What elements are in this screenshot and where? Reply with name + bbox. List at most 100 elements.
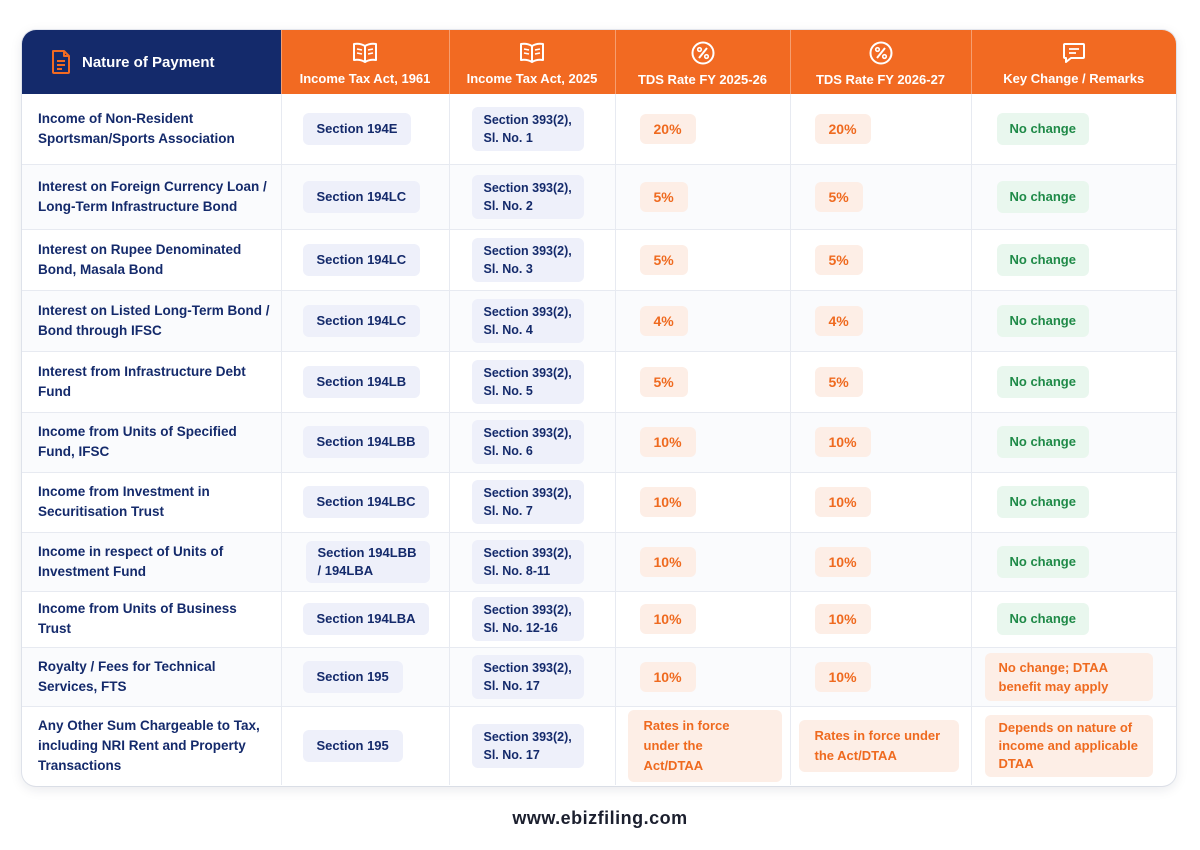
- old-section-badge: Section 194LBC: [302, 486, 430, 518]
- remarks-cell: No change: [971, 591, 1176, 648]
- rate-badge: 20%: [639, 113, 696, 144]
- remarks-cell: No change: [971, 290, 1176, 352]
- remarks-cell: No change: [971, 164, 1176, 230]
- old-section-cell: Section 194LC: [281, 290, 450, 352]
- rate-badge: 5%: [814, 366, 863, 397]
- remark-badge: No change: [996, 112, 1089, 145]
- remarks-cell: No change: [971, 94, 1176, 165]
- remark-badge: No change: [996, 426, 1089, 458]
- remark-badge: No change: [996, 180, 1089, 213]
- rate-2025-26-cell: Rates in force under the Act/DTAA: [615, 706, 791, 785]
- old-section-cell: Section 194LBC: [281, 472, 450, 533]
- rate-2025-26-cell: 4%: [615, 290, 791, 352]
- old-section-cell: Section 194LB: [281, 351, 450, 413]
- table-header-row: Nature of Payment Income Tax Act: [22, 30, 1176, 94]
- new-section-badge: Section 393(2), Sl. No. 6: [471, 420, 584, 464]
- old-section-badge: Section 194LC: [302, 243, 421, 276]
- old-section-cell: Section 195: [281, 647, 450, 707]
- remark-badge: No change: [996, 486, 1089, 518]
- header-income-tax-act-1961: Income Tax Act, 1961: [281, 30, 450, 94]
- tds-comparison-table: Nature of Payment Income Tax Act: [22, 30, 1176, 785]
- table-row: Income from Units of Specified Fund, IFS…: [22, 412, 1176, 473]
- rate-badge: 10%: [814, 546, 871, 577]
- header-tds-rate-fy-2026-27: TDS Rate FY 2026-27: [790, 30, 972, 94]
- old-section-badge: Section 194LB: [302, 365, 421, 398]
- header-label: TDS Rate FY 2026-27: [815, 72, 946, 87]
- rate-badge: 5%: [639, 244, 688, 275]
- header-tds-rate-fy-2025-26: TDS Rate FY 2025-26: [615, 30, 791, 94]
- rate-2025-26-cell: 5%: [615, 229, 791, 291]
- new-section-badge: Section 393(2), Sl. No. 5: [471, 359, 584, 404]
- new-section-cell: Section 393(2), Sl. No. 4: [449, 290, 616, 352]
- rate-badge: Rates in force under the Act/DTAA: [627, 709, 782, 782]
- rate-2026-27-cell: 10%: [790, 647, 972, 707]
- remark-badge: No change; DTAA benefit may apply: [984, 652, 1153, 701]
- nature-of-payment-cell: Income from Investment in Securitisation…: [22, 472, 282, 533]
- rate-badge: 10%: [639, 546, 696, 577]
- table-row: Any Other Sum Chargeable to Tax, includi…: [22, 706, 1176, 785]
- remark-badge: No change: [996, 304, 1089, 337]
- old-section-cell: Section 194LC: [281, 229, 450, 291]
- table-row: Income from Investment in Securitisation…: [22, 472, 1176, 533]
- remarks-cell: No change: [971, 229, 1176, 291]
- old-section-cell: Section 194E: [281, 94, 450, 165]
- nature-of-payment-cell: Any Other Sum Chargeable to Tax, includi…: [22, 706, 282, 785]
- rate-2025-26-cell: 10%: [615, 412, 791, 473]
- new-section-cell: Section 393(2), Sl. No. 2: [449, 164, 616, 230]
- rate-2026-27-cell: 5%: [790, 351, 972, 413]
- remarks-cell: Depends on nature of income and applicab…: [971, 706, 1176, 785]
- new-section-cell: Section 393(2), Sl. No. 17: [449, 647, 616, 707]
- nature-of-payment-cell: Interest on Listed Long-Term Bond / Bond…: [22, 290, 282, 352]
- nature-of-payment-cell: Interest on Foreign Currency Loan / Long…: [22, 164, 282, 230]
- rate-badge: 5%: [814, 244, 863, 275]
- table-row: Income from Units of Business Trust Sect…: [22, 591, 1176, 648]
- rate-2025-26-cell: 5%: [615, 164, 791, 230]
- header-nature-of-payment: Nature of Payment: [22, 30, 282, 94]
- old-section-badge: Section 195: [302, 729, 403, 762]
- new-section-badge: Section 393(2), Sl. No. 17: [471, 654, 584, 699]
- old-section-badge: Section 194LC: [302, 304, 421, 337]
- nature-of-payment-cell: Interest on Rupee Denominated Bond, Masa…: [22, 229, 282, 291]
- new-section-badge: Section 393(2), Sl. No. 7: [471, 480, 584, 524]
- new-section-cell: Section 393(2), Sl. No. 1: [449, 94, 616, 165]
- header-key-change-remarks: Key Change / Remarks: [971, 30, 1176, 94]
- new-section-badge: Section 393(2), Sl. No. 17: [471, 723, 584, 768]
- rate-2026-27-cell: 20%: [790, 94, 972, 165]
- rate-2026-27-cell: 10%: [790, 532, 972, 592]
- old-section-badge: Section 194LC: [302, 180, 421, 213]
- rate-badge: 5%: [639, 181, 688, 212]
- new-section-badge: Section 393(2), Sl. No. 1: [471, 106, 584, 151]
- header-income-tax-act-2025: Income Tax Act, 2025: [449, 30, 616, 94]
- remarks-cell: No change: [971, 412, 1176, 473]
- rate-2025-26-cell: 10%: [615, 472, 791, 533]
- document-icon: [52, 50, 70, 74]
- new-section-cell: Section 393(2), Sl. No. 6: [449, 412, 616, 473]
- remarks-cell: No change: [971, 351, 1176, 413]
- percent-icon: [691, 41, 714, 65]
- remark-badge: No change: [996, 603, 1089, 635]
- new-section-cell: Section 393(2), Sl. No. 7: [449, 472, 616, 533]
- table-row: Interest on Foreign Currency Loan / Long…: [22, 164, 1176, 230]
- book-icon: [520, 42, 544, 63]
- new-section-cell: Section 393(2), Sl. No. 8-11: [449, 532, 616, 592]
- header-label: Key Change / Remarks: [1003, 71, 1145, 86]
- new-section-badge: Section 393(2), Sl. No. 2: [471, 174, 584, 219]
- old-section-cell: Section 194LC: [281, 164, 450, 230]
- remark-badge: No change: [996, 545, 1089, 578]
- rate-badge: 10%: [814, 487, 871, 517]
- rate-badge: 10%: [814, 604, 871, 634]
- rate-badge: 5%: [814, 181, 863, 212]
- rate-badge: Rates in force under the Act/DTAA: [798, 719, 959, 772]
- remarks-cell: No change; DTAA benefit may apply: [971, 647, 1176, 707]
- table-row: Interest from Infrastructure Debt Fund S…: [22, 351, 1176, 413]
- header-label: Income Tax Act, 1961: [299, 71, 431, 86]
- nature-of-payment-cell: Royalty / Fees for Technical Services, F…: [22, 647, 282, 707]
- rate-badge: 10%: [814, 661, 871, 692]
- old-section-badge: Section 195: [302, 660, 403, 693]
- rate-2026-27-cell: 5%: [790, 229, 972, 291]
- new-section-badge: Section 393(2), Sl. No. 3: [471, 237, 584, 282]
- nature-of-payment-cell: Income from Units of Specified Fund, IFS…: [22, 412, 282, 473]
- percent-icon: [869, 41, 892, 65]
- rate-2025-26-cell: 10%: [615, 591, 791, 648]
- rate-2026-27-cell: 10%: [790, 472, 972, 533]
